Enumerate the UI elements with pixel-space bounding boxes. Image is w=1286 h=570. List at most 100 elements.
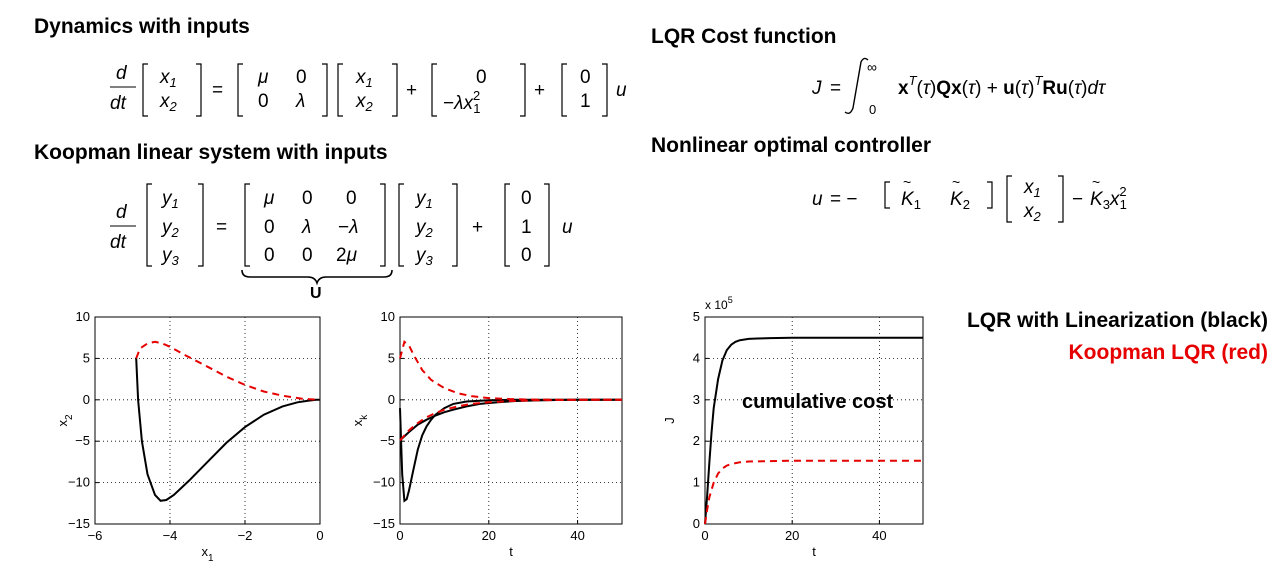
svg-text:x2: x2: [355, 91, 374, 114]
series-line-black: [135, 358, 320, 502]
svg-text:y2: y2: [414, 217, 434, 240]
svg-text:1: 1: [580, 91, 591, 112]
y-axis-label: J: [662, 417, 677, 424]
svg-text:0: 0: [869, 102, 876, 117]
plot-frame: [94, 316, 321, 525]
svg-text:dt: dt: [110, 93, 127, 114]
x-tick-label: 20: [482, 528, 496, 543]
svg-text:μ: μ: [257, 67, 269, 88]
x-tick-label: 40: [872, 528, 886, 543]
y-tick-label: 0: [693, 516, 700, 531]
y-tick-label: −10: [68, 475, 90, 490]
x-axis-label: t: [509, 544, 513, 559]
svg-text:= −: = −: [830, 189, 857, 210]
svg-text:u: u: [562, 217, 573, 238]
svg-text:−: −: [1072, 189, 1083, 210]
svg-text:λ: λ: [295, 91, 305, 112]
x-tick-label: −4: [163, 528, 178, 543]
svg-text:0: 0: [580, 67, 591, 88]
svg-text:y1: y1: [414, 188, 433, 211]
svg-text:d: d: [116, 63, 128, 84]
svg-text:μ: μ: [263, 188, 275, 209]
y-tick-label: 5: [693, 309, 700, 324]
koopman-matrix-label: U: [310, 285, 322, 298]
x-tick-label: 40: [570, 528, 584, 543]
svg-text:y2: y2: [160, 217, 180, 240]
svg-text:+: +: [534, 80, 545, 101]
svg-text:K1: K1: [901, 189, 921, 212]
svg-text:xT(τ)Qx(τ) + u(τ)TRu(τ)dτ: xT(τ)Qx(τ) + u(τ)TRu(τ)dτ: [898, 73, 1107, 99]
y-tick-label: 4: [693, 350, 700, 365]
svg-text:J: J: [811, 78, 822, 99]
svg-text:K2: K2: [950, 189, 970, 212]
y-tick-label: 5: [388, 350, 395, 365]
svg-text:2μ: 2μ: [336, 245, 358, 266]
svg-text:x2: x2: [1023, 201, 1042, 224]
y-tick-label: 10: [76, 309, 90, 324]
svg-text:+: +: [406, 80, 417, 101]
lqr-cost-heading: LQR Cost function: [651, 25, 837, 48]
x-tick-label: −2: [238, 528, 253, 543]
x-tick-label: −6: [88, 528, 103, 543]
svg-text:y1: y1: [160, 188, 179, 211]
y-tick-label: −15: [68, 516, 90, 531]
svg-text:=: =: [830, 78, 841, 99]
y-tick-label: −15: [373, 516, 395, 531]
svg-text:0: 0: [302, 188, 313, 209]
series-line-black: [704, 336, 923, 525]
cumulative-cost-plot: 0 20 40 5 4 3 2 1 0 t Jx 105 cumulative cost: [662, 295, 924, 559]
svg-text:1: 1: [521, 217, 532, 238]
svg-text:+: +: [472, 217, 483, 238]
series-line-red: [704, 459, 923, 525]
series-line-red: [399, 398, 622, 442]
x-tick-label: 0: [316, 528, 323, 543]
svg-text:∞: ∞: [867, 59, 877, 75]
svg-text:x1: x1: [1023, 177, 1041, 200]
dynamics-heading: Dynamics with inputs: [34, 15, 250, 38]
y-axis-label: x2: [55, 414, 75, 427]
series-line-red: [399, 340, 622, 401]
svg-text:y3: y3: [414, 245, 434, 268]
phase-plot: −6 −4 −2 0 10 5 0 −5 −10 −15 x1 x2: [55, 309, 324, 564]
controller-equation: u = − K1 ~ K2 ~ x1 x2 − K3x2 1 ~: [812, 174, 1127, 224]
y-scale-label: x 105: [705, 295, 733, 312]
y-tick-label: −5: [380, 433, 395, 448]
y-tick-label: 0: [83, 392, 90, 407]
cost-equation: J = ∞ 0 xT(τ)Qx(τ) + u(τ)TRu(τ)dτ: [811, 57, 1107, 117]
svg-text:x1: x1: [159, 67, 177, 90]
svg-text:0: 0: [346, 188, 357, 209]
x-tick-label: 0: [396, 528, 403, 543]
y-axis-label: xk: [350, 414, 370, 427]
svg-text:~: ~: [1092, 174, 1100, 190]
x-tick-label: 20: [785, 528, 799, 543]
svg-text:0: 0: [264, 245, 275, 266]
x-tick-label: 0: [701, 528, 708, 543]
svg-text:0: 0: [302, 245, 313, 266]
svg-text:y3: y3: [160, 245, 180, 268]
legend-red-label: Koopman LQR (red): [1068, 341, 1269, 364]
y-tick-label: −5: [75, 433, 90, 448]
svg-text:u: u: [812, 189, 823, 210]
x-axis-label: t: [812, 544, 816, 559]
svg-text:u: u: [616, 80, 627, 101]
koopman-heading: Koopman linear system with inputs: [34, 141, 388, 164]
svg-text:=: =: [216, 217, 227, 238]
y-tick-label: 5: [83, 350, 90, 365]
svg-text:~: ~: [952, 174, 960, 190]
svg-text:dt: dt: [110, 232, 127, 253]
svg-text:0: 0: [264, 217, 275, 238]
state-time-plot: 0 20 40 10 5 0 −5 −10 −15 t xk: [350, 309, 623, 559]
series-line-black: [399, 398, 622, 442]
svg-text:=: =: [212, 80, 223, 101]
koopman-equation: d dt y1 y2 y3 = μ 0 0 0 λ −λ 0 0 2μ U y1…: [110, 183, 573, 298]
y-tick-label: 3: [693, 392, 700, 407]
svg-text:λ: λ: [301, 217, 311, 238]
svg-text:0: 0: [521, 245, 532, 266]
y-tick-label: −10: [373, 475, 395, 490]
y-tick-label: 1: [693, 475, 700, 490]
svg-text:0: 0: [258, 91, 269, 112]
cumulative-cost-annotation: cumulative cost: [742, 391, 894, 413]
svg-text:0: 0: [476, 67, 487, 88]
nonlinear-controller-heading: Nonlinear optimal controller: [651, 134, 932, 157]
